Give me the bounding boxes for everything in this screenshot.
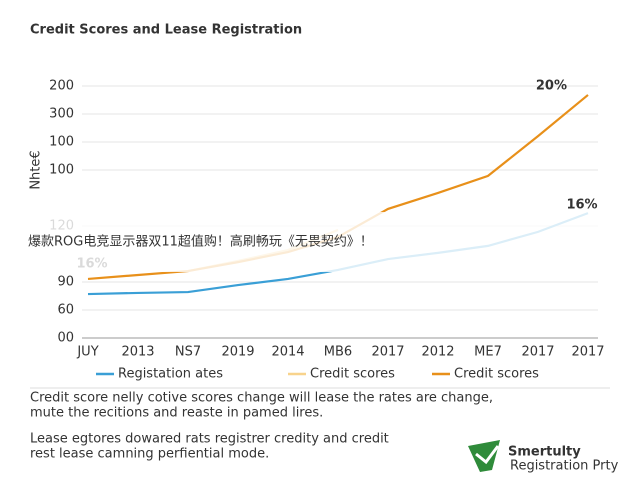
- x-tick-label: 2014: [271, 345, 304, 360]
- annotation: 16%: [566, 198, 597, 213]
- y-axis-label: Nhte€: [29, 150, 44, 189]
- x-tick-label: ME7: [474, 345, 502, 360]
- logo-check: [475, 445, 500, 465]
- y-tick-label: 100: [49, 163, 74, 178]
- x-tick-label: 2017: [571, 345, 604, 360]
- legend-label: Registation ates: [118, 367, 223, 382]
- y-tick-label: 200: [49, 79, 74, 94]
- y-tick-label: 00: [57, 331, 74, 346]
- note: Lease egtores dowared rats registrer cre…: [30, 432, 389, 447]
- x-tick-label: JUY: [76, 345, 98, 360]
- banner-bg: [0, 212, 640, 272]
- x-tick-label: 2013: [121, 345, 154, 360]
- note: rest lease camning perfiential mode.: [30, 447, 269, 462]
- chart-title: Credit Scores and Lease Registration: [30, 23, 302, 38]
- annotation: 20%: [536, 79, 567, 94]
- legend-label: Credit scores: [454, 367, 539, 382]
- legend-label: Credit scores: [310, 367, 395, 382]
- y-tick-label: 90: [57, 275, 74, 290]
- x-tick-label: 2017: [371, 345, 404, 360]
- y-tick-label: 60: [57, 303, 74, 318]
- x-tick-label: MB6: [324, 345, 352, 360]
- x-tick-label: 2017: [521, 345, 554, 360]
- x-tick-label: NS7: [175, 345, 201, 360]
- logo-tagline: Registration Prty: [510, 459, 619, 474]
- logo-name: Smertulty: [508, 445, 581, 460]
- x-tick-label: 2012: [421, 345, 454, 360]
- logo-icon: [468, 440, 500, 472]
- banner: 爆款ROG电竞显示器双11超值购！高刷畅玩《无畏契约》！: [28, 234, 373, 250]
- note: mute the recitions and reaste in pamed l…: [30, 406, 323, 421]
- note: Credit score nelly cotive scores change …: [30, 391, 493, 406]
- y-tick-label: 300: [49, 107, 74, 122]
- y-tick-label: 100: [49, 135, 74, 150]
- x-tick-label: 2019: [221, 345, 254, 360]
